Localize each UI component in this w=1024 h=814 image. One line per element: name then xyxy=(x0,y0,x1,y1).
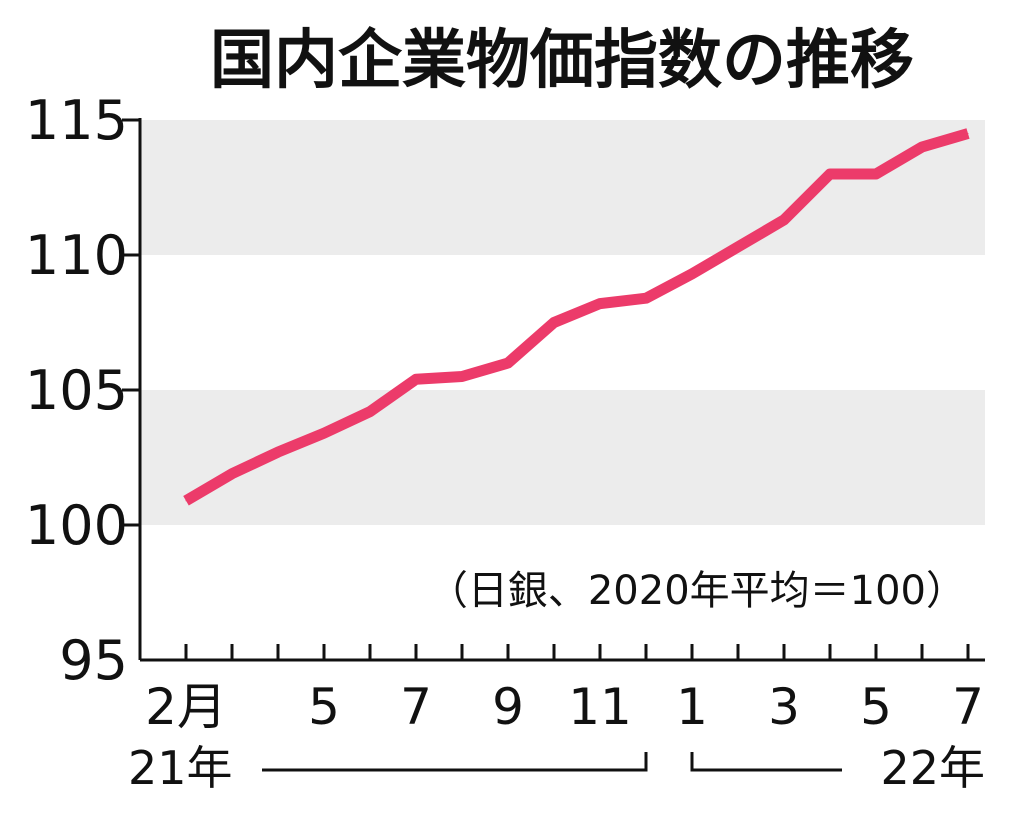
data-point xyxy=(185,500,187,502)
data-point xyxy=(599,303,601,305)
data-point xyxy=(737,246,739,248)
y-tick-label: 100 xyxy=(25,494,128,557)
data-point xyxy=(277,451,279,453)
x-tick-label: 5 xyxy=(860,678,892,736)
y-tick-label: 105 xyxy=(25,359,128,422)
data-point xyxy=(875,173,877,175)
y-tick-label: 95 xyxy=(59,629,128,692)
year-labels: 21年 22年 xyxy=(128,741,985,795)
x-tick-label: 5 xyxy=(308,678,340,736)
year-label: 22年 xyxy=(880,741,985,795)
data-point xyxy=(921,146,923,148)
data-point xyxy=(553,322,555,323)
data-point xyxy=(369,411,371,413)
data-point xyxy=(967,133,969,134)
y-tick-label: 115 xyxy=(25,89,128,152)
data-point xyxy=(231,473,233,475)
data-point xyxy=(783,219,785,221)
source-note: （日銀、2020年平均＝100） xyxy=(428,568,966,614)
data-point xyxy=(323,432,325,434)
year-label: 21年 xyxy=(128,741,233,795)
data-point xyxy=(461,376,463,377)
x-tick-label: 1 xyxy=(676,678,708,736)
x-axis-ticks: 2月 5 7 9 11 1 3 5 7 xyxy=(145,644,984,736)
x-tick-label: 2月 xyxy=(145,678,227,736)
year-bracket xyxy=(690,752,842,772)
band xyxy=(140,120,985,255)
y-axis-ticks: 95 100 105 110 115 xyxy=(25,89,140,692)
chart-title: 国内企業物価指数の推移 xyxy=(210,24,914,98)
y-tick-label: 110 xyxy=(25,224,128,287)
x-tick-label: 7 xyxy=(952,678,984,736)
data-point xyxy=(507,362,509,364)
data-point xyxy=(415,378,417,380)
x-tick-label: 9 xyxy=(492,678,524,736)
data-point xyxy=(691,273,693,275)
shaded-bands xyxy=(140,120,985,525)
x-tick-label: 7 xyxy=(400,678,432,736)
x-tick-label: 11 xyxy=(568,678,632,736)
band xyxy=(140,390,985,525)
data-point xyxy=(829,173,831,175)
data-point xyxy=(645,297,647,299)
year-bracket xyxy=(262,752,648,772)
data-series xyxy=(183,128,970,506)
x-tick-label: 3 xyxy=(768,678,800,736)
series-line xyxy=(183,128,970,506)
